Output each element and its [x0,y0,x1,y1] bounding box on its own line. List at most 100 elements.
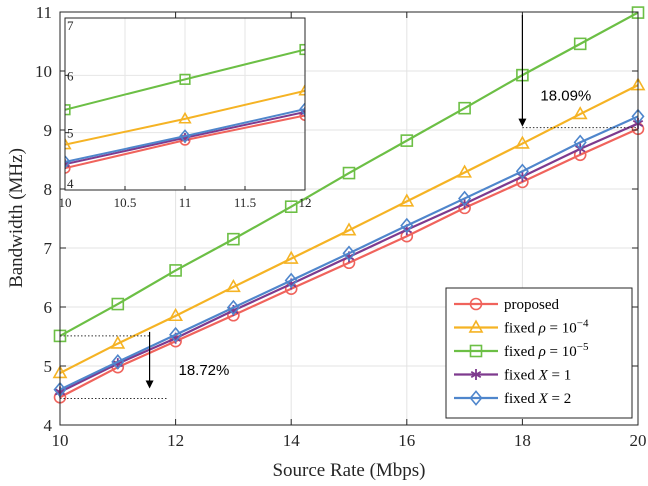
y-axis-label: Bandwidth (MHz) [6,148,27,288]
legend-entry-4: fixed X = 2 [454,390,571,407]
legend-swatch-marker [470,369,482,380]
inset-data-point [299,109,305,122]
inset-y-tick-label: 7 [67,18,74,33]
legend-label-part: = 10 [546,344,577,360]
y-tick-label: 7 [44,239,53,258]
legend-label-part: = 1 [548,368,571,384]
data-point [225,278,241,293]
data-point [573,134,587,151]
legend-label: fixed X = 2 [504,391,571,407]
series-line [59,127,639,399]
data-point [226,299,240,316]
legend-label-part: fixed [504,321,539,337]
legend-label-part: X [538,391,549,407]
inset-data-point [299,102,305,117]
inset-frame [64,17,306,191]
inset-data-point [65,137,72,150]
arrow-head [145,380,154,389]
y-tick-label: 6 [44,298,53,317]
data-point [111,297,125,311]
legend-label-part: proposed [504,297,559,313]
data-point [457,164,473,178]
series-line [59,84,639,375]
legend-label: proposed [504,297,559,313]
data-point [111,354,125,370]
data-point [169,264,182,277]
legend-label-part: fixed [504,391,539,407]
legend-entry-2: fixed ρ = 10−5 [454,341,589,360]
data-point [283,250,299,264]
inset-data-point [65,154,71,169]
legend-entry-3: fixed X = 1 [454,368,571,384]
inset-data-point [178,111,192,124]
x-tick-label: 12 [167,431,184,450]
series-line [59,11,639,337]
inset-series-4 [65,102,305,169]
y-tick-label: 11 [36,3,52,22]
legend-entry-0: proposed [454,297,559,313]
legend-label-part: −4 [577,318,589,330]
x-tick-label: 14 [283,431,301,450]
legend-swatch-marker [469,297,483,311]
legend-label-part: ρ [538,344,546,360]
inset-x-tick-label: 10 [59,195,72,210]
data-point [342,245,356,262]
main-series [52,6,646,404]
data-point [400,217,414,234]
legend-label-part: fixed [504,368,539,384]
data-point [572,106,588,120]
legend-label-part: = 10 [546,321,577,337]
data-point [514,135,530,149]
x-tick-label: 18 [514,431,531,450]
inset-series [65,43,305,174]
data-point [458,190,472,207]
data-point [458,101,471,115]
legend-swatch-marker [468,319,484,333]
y-tick-label: 8 [44,180,53,199]
legend-label-part: X [538,368,549,384]
data-point [227,232,240,246]
arrow-head [518,118,527,127]
legend-label-part: −5 [577,341,589,353]
x-tick-label: 16 [398,431,415,450]
inset-ticks: 10 10.5 11 11.5 12 4 5 6 7 [59,17,312,210]
x-tick-label: 20 [630,431,647,450]
inset-data-point [298,83,305,96]
inset-x-tick-label: 11 [179,195,192,210]
data-point [284,200,298,213]
inset-y-tick-label: 4 [67,176,74,191]
data-point [399,193,415,207]
y-tick-label: 4 [44,416,53,435]
inset-data-point [65,159,70,169]
inset-data-point [179,73,191,85]
legend-label: fixed X = 1 [504,368,571,384]
inset-data-point [299,43,305,56]
inset-series-line [65,108,305,163]
legend-swatch-marker [469,344,483,358]
legend-label: fixed ρ = 10−4 [504,318,589,337]
inset-series-2 [65,43,305,116]
series-line [59,115,639,391]
data-point [341,222,357,236]
data-point [168,307,184,322]
y-tick-label: 9 [44,121,53,140]
inset-x-tick-label: 10.5 [114,195,137,210]
plot-frame [59,11,639,426]
annotations: 18.09% 18.72% [60,14,638,399]
inset-series-line [65,89,305,146]
legend-label-part: ρ [538,321,546,337]
inset-plot: 10 10.5 11 11.5 12 4 5 6 7 [59,17,312,210]
annotation-label: 18.09% [540,88,591,105]
inset-x-tick-label: 12 [299,195,312,210]
inset-series-line [65,48,305,111]
inset-data-point [179,129,191,144]
y-tick-label: 5 [44,357,53,376]
legend-label-part: fixed [504,344,539,360]
inset-x-tick-label: 11.5 [234,195,256,210]
inset-series-1 [65,83,305,150]
legend-label: fixed ρ = 10−5 [504,341,589,360]
data-point [400,134,414,147]
data-point [110,335,126,349]
